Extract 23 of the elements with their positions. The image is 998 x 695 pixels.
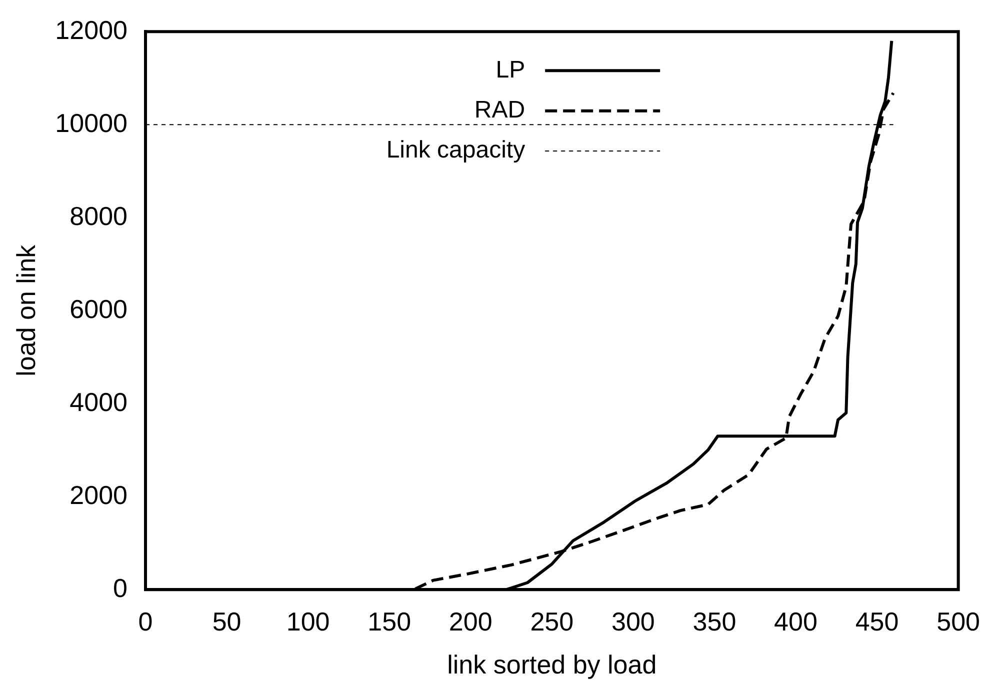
x-tick-label: 150	[368, 606, 412, 636]
legend-label: LP	[496, 56, 526, 84]
x-tick-label: 300	[611, 606, 655, 636]
x-tick-label: 250	[530, 606, 574, 636]
x-axis-title: link sorted by load	[447, 650, 657, 680]
x-tick-label: 450	[855, 606, 899, 636]
x-tick-label: 500	[936, 606, 980, 636]
x-tick-label: 0	[138, 606, 153, 636]
y-axis-title: load on link	[10, 244, 41, 376]
y-tick-label: 0	[113, 572, 128, 603]
x-tick-label: 100	[286, 606, 330, 636]
y-tick-label: 8000	[70, 200, 128, 231]
x-tick-label: 200	[448, 606, 492, 636]
x-tick-label: 400	[774, 606, 818, 636]
x-tick-label: 50	[212, 606, 242, 636]
x-tick-label: 350	[692, 606, 736, 636]
legend-label: RAD	[474, 96, 526, 124]
y-tick-label: 2000	[70, 480, 128, 510]
legend-label: Link capacity	[386, 136, 526, 164]
y-tick-label: 6000	[70, 294, 128, 324]
y-tick-label: 10000	[55, 108, 128, 138]
y-tick-label: 4000	[70, 386, 128, 417]
y-tick-label: 12000	[55, 14, 128, 45]
